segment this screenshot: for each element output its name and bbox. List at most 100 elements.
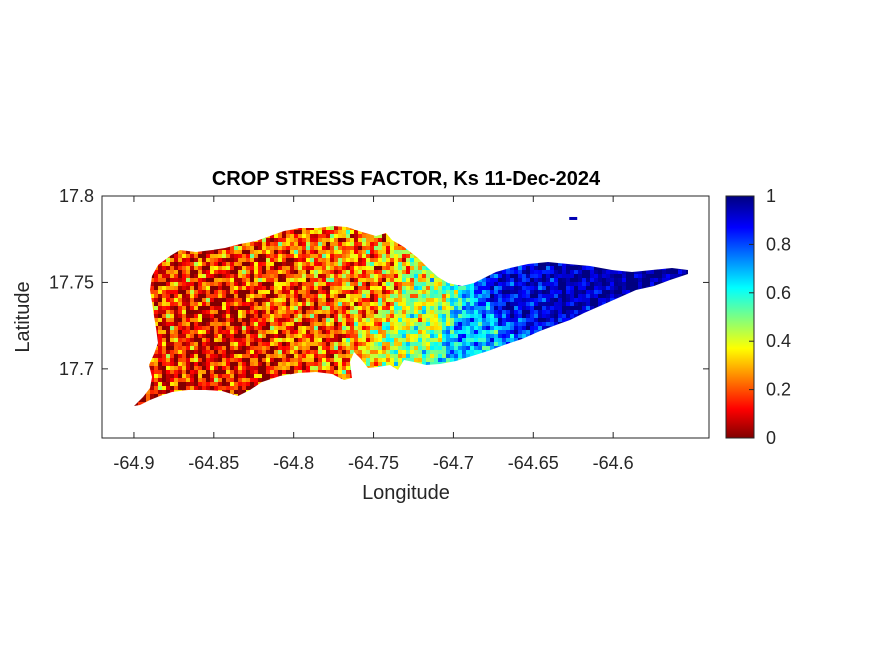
- heatmap-cell: [514, 290, 518, 294]
- heatmap-cell: [178, 354, 182, 358]
- heatmap-cell: [274, 338, 278, 342]
- heatmap-cell: [298, 294, 302, 298]
- heatmap-cell: [370, 246, 374, 250]
- heatmap-cell: [542, 306, 546, 310]
- heatmap-cell: [274, 306, 278, 310]
- heatmap-cell: [302, 298, 306, 302]
- heatmap-cell: [338, 322, 342, 326]
- heatmap-cell: [206, 254, 210, 258]
- heatmap-cell: [430, 338, 434, 342]
- heatmap-cell: [242, 338, 246, 342]
- heatmap-cell: [470, 342, 474, 346]
- heatmap-cell: [434, 294, 438, 298]
- heatmap-cell: [550, 306, 554, 310]
- heatmap-cell: [310, 230, 314, 234]
- heatmap-cell: [290, 246, 294, 250]
- heatmap-cell: [478, 342, 482, 346]
- heatmap-cell: [382, 338, 386, 342]
- heatmap-cell: [358, 350, 362, 354]
- heatmap-cell: [222, 254, 226, 258]
- heatmap-cell: [266, 290, 270, 294]
- heatmap-cell: [438, 326, 442, 330]
- heatmap-cell: [286, 362, 290, 366]
- heatmap-cell: [222, 286, 226, 290]
- heatmap-cell: [182, 350, 186, 354]
- heatmap-cell: [210, 358, 214, 362]
- heatmap-cell: [178, 358, 182, 362]
- heatmap-cell: [526, 322, 530, 326]
- heatmap-cell: [266, 318, 270, 322]
- heatmap-cell: [294, 330, 298, 334]
- heatmap-cell: [254, 314, 258, 318]
- heatmap-cell: [210, 354, 214, 358]
- heatmap-cell: [370, 358, 374, 362]
- heatmap-cell: [366, 246, 370, 250]
- heatmap-cell: [350, 314, 354, 318]
- heatmap-cell: [658, 278, 662, 282]
- heatmap-cell: [194, 258, 198, 262]
- heatmap-cell: [546, 278, 550, 282]
- heatmap-cell: [442, 302, 446, 306]
- heatmap-cell: [262, 278, 266, 282]
- heatmap-cell: [542, 290, 546, 294]
- heatmap-cell: [546, 318, 550, 322]
- heatmap-cell: [398, 266, 402, 270]
- heatmap-cell: [266, 342, 270, 346]
- heatmap-cell: [514, 334, 518, 338]
- heatmap-cell: [290, 294, 294, 298]
- heatmap-cell: [290, 290, 294, 294]
- heatmap-cell: [382, 286, 386, 290]
- heatmap-cell: [430, 298, 434, 302]
- heatmap-cell: [326, 278, 330, 282]
- heatmap-cell: [286, 262, 290, 266]
- heatmap-cell: [450, 358, 454, 362]
- heatmap-cell: [442, 326, 446, 330]
- heatmap-cell: [522, 266, 526, 270]
- heatmap-cell: [502, 330, 506, 334]
- heatmap-cell: [282, 286, 286, 290]
- heatmap-cell: [250, 362, 254, 366]
- heatmap-cell: [258, 310, 262, 314]
- heatmap-cell: [554, 282, 558, 286]
- heatmap-cell: [314, 326, 318, 330]
- heatmap-cell: [318, 306, 322, 310]
- heatmap-cell: [194, 354, 198, 358]
- heatmap-cell: [398, 274, 402, 278]
- heatmap-cell: [218, 350, 222, 354]
- heatmap-cell: [250, 294, 254, 298]
- heatmap-cell: [394, 346, 398, 350]
- heatmap-cell: [154, 270, 158, 274]
- heatmap-cell: [434, 354, 438, 358]
- heatmap-cell: [602, 290, 606, 294]
- heatmap-cell: [354, 322, 358, 326]
- heatmap-cell: [410, 326, 414, 330]
- heatmap-cell: [230, 270, 234, 274]
- heatmap-cell: [486, 302, 490, 306]
- heatmap-cell: [390, 278, 394, 282]
- heatmap-cell: [618, 270, 622, 274]
- heatmap-cell: [366, 334, 370, 338]
- heatmap-cell: [270, 234, 274, 238]
- heatmap-cell: [258, 302, 262, 306]
- heatmap-cell: [202, 294, 206, 298]
- heatmap-cell: [214, 294, 218, 298]
- heatmap-cell: [182, 354, 186, 358]
- heatmap-cell: [298, 274, 302, 278]
- heatmap-cell: [194, 350, 198, 354]
- heatmap-cell: [230, 302, 234, 306]
- heatmap-cell: [466, 302, 470, 306]
- heatmap-cell: [422, 322, 426, 326]
- heatmap-cell: [358, 346, 362, 350]
- heatmap-cell: [294, 358, 298, 362]
- heatmap-cell: [402, 330, 406, 334]
- heatmap-cell: [362, 266, 366, 270]
- heatmap-cell: [178, 334, 182, 338]
- heatmap-cell: [558, 314, 562, 318]
- heatmap-cell: [334, 298, 338, 302]
- heatmap-cell: [566, 302, 570, 306]
- heatmap-cell: [242, 286, 246, 290]
- heatmap-cell: [338, 282, 342, 286]
- heatmap-cell: [166, 302, 170, 306]
- heatmap-cell: [214, 274, 218, 278]
- heatmap-cell: [242, 262, 246, 266]
